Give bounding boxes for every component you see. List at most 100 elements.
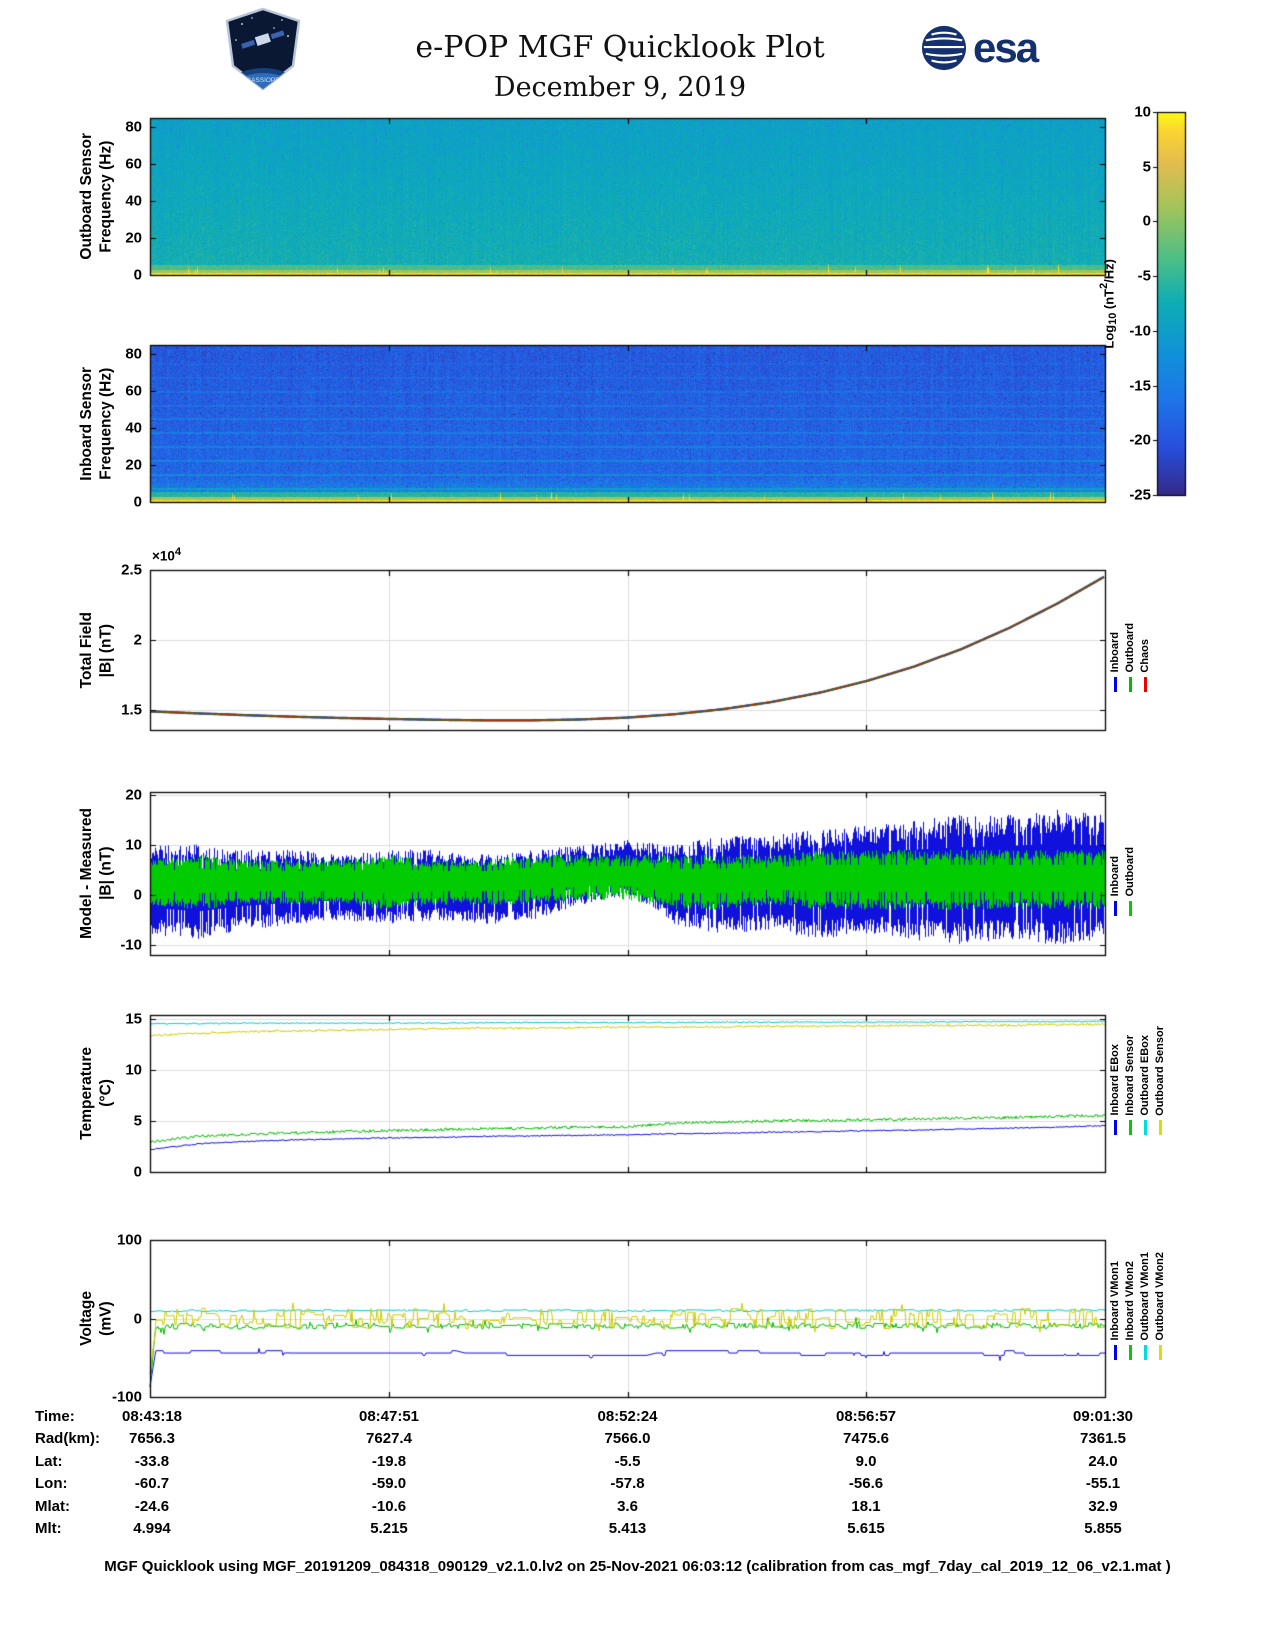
legend-entry: Inboard (1109, 792, 1122, 955)
legend-label: Inboard (1109, 855, 1121, 897)
table-cell: 09:01:30 (1072, 1408, 1134, 1425)
legend-marker (1114, 901, 1117, 917)
satellite-icon (241, 30, 285, 49)
legend: Inboard EBox Inboard Sensor Outboard EBox O… (1109, 1015, 1167, 1172)
table-cell: 7627.4 (366, 1430, 412, 1448)
y-tick-label: 80 (125, 118, 142, 136)
legend-marker (1144, 677, 1147, 693)
colorbar-tick-label: 0 (1142, 212, 1151, 230)
legend-label-box: Outboard EBox (1139, 1015, 1151, 1116)
colorbar-label: Log10 (nT2/Hz) (1097, 258, 1119, 349)
table-row-label: Mlt: (35, 1520, 62, 1537)
table-cell: -5.5 (614, 1452, 641, 1470)
legend-marker (1129, 1120, 1132, 1136)
esa-globe-icon (921, 25, 967, 71)
legend-label: Outboard (1124, 846, 1136, 897)
table-row-label: Time: (35, 1408, 75, 1425)
legend-label: Outboard EBox (1139, 1034, 1151, 1116)
legend-entry: Outboard EBox (1139, 1015, 1152, 1172)
legend-label: Outboard (1124, 622, 1136, 673)
legend-label-box: Outboard VMon1 (1139, 1240, 1151, 1341)
ylabel-text: Model - Measured |B| (nT) (77, 808, 114, 939)
legend-marker (1114, 677, 1117, 693)
y-tick-label: 10 (125, 1061, 142, 1079)
table-cell: 7566.0 (604, 1430, 651, 1448)
legend-label-box: Inboard (1109, 792, 1121, 897)
y-tick-label: 80 (125, 345, 142, 363)
y-tick-label: 20 (125, 229, 142, 247)
y-tick-label: 20 (125, 786, 142, 803)
table-cell: 08:52:24 (597, 1408, 658, 1425)
ylabel-text: Total Field |B| (nT) (77, 611, 114, 689)
ylabel-text: Inboard Sensor Frequency (Hz) (77, 366, 114, 481)
table-cell: -19.8 (371, 1452, 407, 1470)
legend-label-box: Outboard VMon2 (1154, 1240, 1166, 1341)
legend-label-box: Inboard EBox (1109, 1015, 1121, 1116)
legend-label: Inboard EBox (1109, 1043, 1121, 1116)
table-cell: 08:47:51 (358, 1408, 420, 1425)
y-tick-label: 0 (133, 1310, 142, 1327)
legend-label-box: Outboard Sensor (1154, 1015, 1166, 1116)
table-cell: 5.215 (370, 1520, 408, 1537)
table-cell: 9.0 (855, 1452, 877, 1470)
legend-label: Chaos (1139, 638, 1151, 673)
table-cell: 24.0 (1088, 1452, 1118, 1470)
legend-label-box: Inboard Sensor (1124, 1015, 1136, 1116)
y-tick-label: 20 (125, 456, 142, 474)
table-cell: 7475.6 (843, 1430, 889, 1448)
y-tick-label: 2.5 (121, 561, 142, 579)
legend-entry: Inboard VMon1 (1109, 1240, 1122, 1397)
page-title: e-POP MGF Quicklook Plot (415, 30, 825, 65)
legend-label: Inboard Sensor (1124, 1034, 1136, 1116)
table-cell: 08:56:57 (835, 1408, 897, 1425)
ylabel-text: Temperature (°C) (77, 1047, 114, 1140)
legend-marker (1114, 1345, 1117, 1361)
esa-wordmark: esa (973, 24, 1039, 71)
table-cell: 32.9 (1088, 1497, 1118, 1515)
table-cell: -10.6 (371, 1497, 407, 1515)
colorbar-tick-label: -10 (1129, 322, 1151, 340)
table-cell: -57.8 (610, 1475, 645, 1493)
table-cell: 3.6 (617, 1497, 638, 1515)
legend-label-box: Inboard VMon2 (1124, 1240, 1136, 1340)
legend-marker (1129, 901, 1132, 917)
table-cell: 08:43:18 (121, 1408, 183, 1425)
legend-entry: Inboard EBox (1109, 1015, 1122, 1172)
table-cell: 5.615 (847, 1520, 885, 1537)
legend-label: Outboard VMon2 (1154, 1251, 1166, 1341)
legend-marker (1144, 1120, 1147, 1136)
colorbar-tick-label: -15 (1129, 377, 1151, 395)
legend: Inboard Outboard (1109, 792, 1137, 955)
y-tick-label: 5 (133, 1112, 142, 1130)
legend-label-box: Inboard (1109, 570, 1121, 672)
table-row-label: Rad(km): (35, 1430, 101, 1448)
table-cell: 7656.3 (129, 1430, 175, 1448)
legend-entry: Inboard Sensor (1124, 1015, 1137, 1172)
table-cell: 18.1 (851, 1497, 881, 1515)
legend-label: Inboard VMon1 (1109, 1261, 1121, 1341)
table-cell: -56.6 (848, 1475, 884, 1493)
y-tick-label: 100 (116, 1231, 142, 1249)
table-row-label: Mlat: (35, 1497, 70, 1515)
legend-label: Outboard Sensor (1154, 1025, 1166, 1116)
legend-entry: Inboard VMon2 (1124, 1240, 1137, 1397)
cassiope-text: CASSIOPE (246, 77, 280, 84)
table-cell: 5.413 (608, 1520, 647, 1537)
table-row-label: Lon: (35, 1475, 68, 1493)
y-tick-label: 0 (133, 493, 142, 511)
colorbar-tick-label: -25 (1129, 486, 1151, 504)
legend-marker (1159, 1345, 1162, 1361)
legend-marker (1129, 677, 1132, 693)
legend: Inboard Outboard Chaos (1109, 570, 1152, 730)
footer-caption: MGF Quicklook using MGF_20191209_084318_… (104, 1558, 1171, 1575)
legend-marker (1114, 1120, 1117, 1136)
y-axis-label-temperature: Temperature (°C) (72, 1015, 120, 1172)
y-tick-label: 15 (125, 1010, 142, 1028)
y-tick-label: -100 (111, 1388, 142, 1406)
legend-label-box: Chaos (1139, 570, 1151, 673)
legend-entry: Outboard VMon1 (1139, 1240, 1152, 1397)
legend-label: Outboard VMon1 (1139, 1251, 1151, 1341)
y-tick-label: 0 (133, 1163, 142, 1181)
